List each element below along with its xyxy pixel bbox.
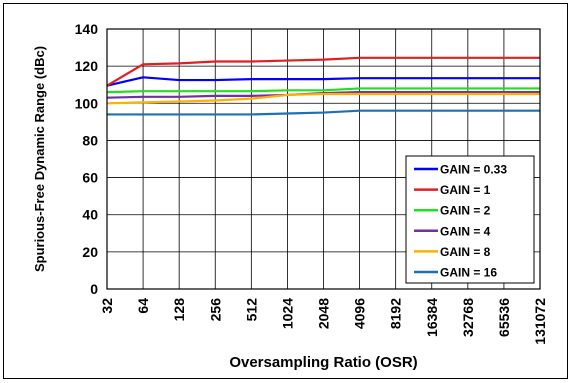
y-tick-label: 60 (82, 170, 98, 186)
series-lines (106, 56, 540, 116)
plot-area-border (106, 28, 541, 290)
y-tick-label: 40 (82, 207, 98, 223)
legend-label: GAIN = 1 (440, 183, 491, 197)
x-axis-title: Oversampling Ratio (OSR) (229, 354, 417, 371)
legend-label: GAIN = 8 (440, 245, 491, 259)
x-tick-label: 256 (207, 298, 223, 322)
x-tick-label: 32768 (460, 298, 476, 337)
x-tick-label: 64 (135, 298, 151, 314)
x-tick-label: 8192 (388, 298, 404, 329)
y-tick-label: 0 (90, 281, 98, 297)
y-tick-label: 120 (75, 58, 99, 74)
legend-label: GAIN = 4 (440, 224, 491, 238)
y-tick-labels: 0 20 40 60 80 100 120 140 (75, 21, 99, 297)
series-line-3 (106, 87, 540, 94)
series-line-5 (106, 92, 540, 105)
legend-label: GAIN = 0.33 (440, 163, 507, 177)
x-tick-label: 65536 (496, 298, 512, 337)
legend-label: GAIN = 2 (440, 204, 491, 218)
series-line-1 (106, 76, 540, 87)
y-tick-label: 140 (75, 21, 99, 37)
legend-label: GAIN = 16 (440, 266, 497, 280)
y-tick-label: 20 (82, 244, 98, 260)
x-tick-label: 32 (99, 298, 115, 314)
y-axis-title: Spurious-Free Dynamic Range (dBc) (32, 46, 47, 272)
x-tick-labels: 32 64 128 256 512 1024 2048 4096 8192 16384 32768 6… (99, 298, 548, 345)
x-tick-label: 2048 (316, 298, 332, 329)
x-tick-label: 1024 (279, 298, 295, 329)
x-tick-label: 128 (171, 298, 187, 322)
y-tick-label: 80 (82, 132, 98, 148)
legend-entries: GAIN = 0.33 GAIN = 1 GAIN = 2 GAIN = 4 GAIN … (414, 163, 507, 280)
x-tick-label: 4096 (352, 298, 368, 329)
y-tick-label: 100 (75, 95, 99, 111)
x-tick-label: 131072 (532, 298, 548, 345)
x-tick-label: 512 (243, 298, 259, 322)
x-tick-label: 16384 (424, 298, 440, 337)
legend-box (405, 155, 535, 284)
series-line-6 (107, 109, 540, 116)
series-line-2 (106, 56, 540, 87)
legend: GAIN = 0.33 GAIN = 1 GAIN = 2 GAIN = 4 GAIN … (405, 155, 535, 284)
